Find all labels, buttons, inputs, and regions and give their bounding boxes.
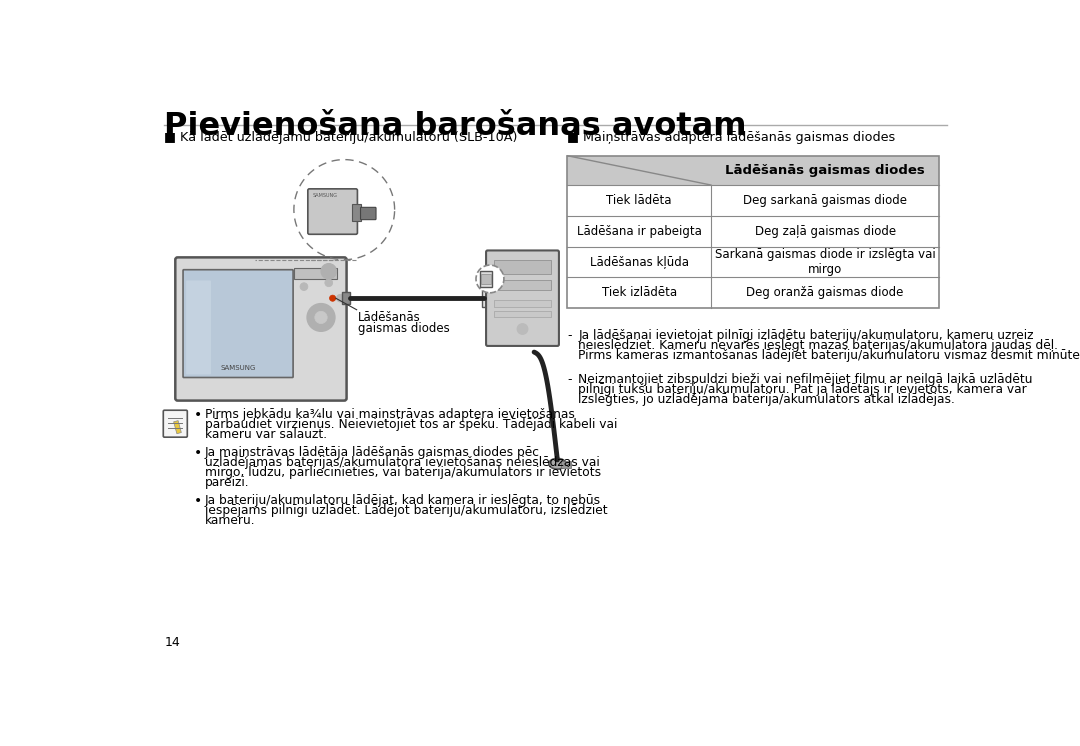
Text: Deg oranžā gaismas diode: Deg oranžā gaismas diode xyxy=(746,286,904,299)
Bar xyxy=(567,156,940,185)
Text: izslēgties, jo uzlādējamā baterija/akumulators atkal izlādējas.: izslēgties, jo uzlādējamā baterija/akumu… xyxy=(578,393,955,406)
Text: •: • xyxy=(194,494,202,508)
Text: Lādēšanās: Lādēšanās xyxy=(359,311,421,325)
Text: pilnīgi tukšu bateriju/akumulatoru. Pat ja lādētājs ir ievietots, kamera var: pilnīgi tukšu bateriju/akumulatoru. Pat … xyxy=(578,383,1027,396)
Bar xyxy=(482,289,499,307)
FancyBboxPatch shape xyxy=(183,270,293,377)
Text: Ja lādēšanai ievietojat pilnīgi izlādētu bateriju/akumulatoru, kameru uzreiz: Ja lādēšanai ievietojat pilnīgi izlādētu… xyxy=(578,329,1034,342)
Text: •: • xyxy=(194,446,202,460)
Text: SAMSUNG: SAMSUNG xyxy=(220,365,256,371)
Text: Lādēšana ir pabeigta: Lādēšana ir pabeigta xyxy=(577,225,702,238)
Text: mirgo, lūdzu, pārliecinieties, vai baterija/akumulators ir ievietots: mirgo, lūdzu, pārliecinieties, vai bater… xyxy=(205,466,600,479)
Text: Neizmantojiet zibspuldzi bieži vai nefilmējiet filmu ar neilgā laikā uzlādētu: Neizmantojiet zibspuldzi bieži vai nefil… xyxy=(578,373,1032,386)
Text: kameru.: kameru. xyxy=(205,514,255,527)
Bar xyxy=(494,260,551,274)
FancyBboxPatch shape xyxy=(361,207,376,219)
Bar xyxy=(567,156,940,308)
Circle shape xyxy=(517,324,528,334)
Circle shape xyxy=(321,263,337,279)
Bar xyxy=(562,462,570,468)
Bar xyxy=(482,274,490,284)
Text: pareizi.: pareizi. xyxy=(205,476,249,489)
FancyBboxPatch shape xyxy=(308,189,357,234)
Text: Lādēšanās gaismas diodes: Lādēšanās gaismas diodes xyxy=(726,164,924,177)
Circle shape xyxy=(307,304,335,331)
Bar xyxy=(485,294,496,303)
Text: uzlādējamas baterijas/akumulatora ievietošanas neieslēdzas vai: uzlādējamas baterijas/akumulatora ieviet… xyxy=(205,456,599,469)
Text: Ja bateriju/akumulatoru lādējat, kad kamera ir ieslēgta, to nebūs: Ja bateriju/akumulatoru lādējat, kad kam… xyxy=(205,494,600,507)
Text: Tiek izlādēta: Tiek izlādēta xyxy=(602,286,677,299)
FancyBboxPatch shape xyxy=(163,410,187,437)
Circle shape xyxy=(476,265,504,292)
Text: Ja maiņstrāvas lādētāja lādēšanās gaismas diodes pēc: Ja maiņstrāvas lādētāja lādēšanās gaisma… xyxy=(205,446,540,459)
FancyBboxPatch shape xyxy=(486,251,559,346)
Bar xyxy=(342,292,350,304)
Text: ■ Kā lādēt uzlādējamu bateriju/akumulatoru (SLB-10A): ■ Kā lādēt uzlādējamu bateriju/akumulato… xyxy=(164,131,517,144)
Text: neieslēdziet. Kameru nevarēs ieslēgt mazās baterijas/akumulatora jaudas dēļ.: neieslēdziet. Kameru nevarēs ieslēgt maz… xyxy=(578,339,1058,352)
Circle shape xyxy=(314,311,327,324)
Circle shape xyxy=(329,295,336,301)
Bar xyxy=(174,421,181,433)
Text: •: • xyxy=(194,408,202,422)
Text: pārbaudiet virzienus. Neievietojiet tos ar spēku. Tādējādi kabeli vai: pārbaudiet virzienus. Neievietojiet tos … xyxy=(205,419,617,431)
Circle shape xyxy=(325,279,333,286)
Circle shape xyxy=(337,295,345,302)
Text: Deg zaļā gaismas diode: Deg zaļā gaismas diode xyxy=(755,225,895,238)
Circle shape xyxy=(300,283,308,290)
FancyBboxPatch shape xyxy=(186,280,211,374)
Ellipse shape xyxy=(549,458,566,469)
Text: Tiek lādēta: Tiek lādēta xyxy=(606,194,672,207)
Text: ■ Maiņstrāvas adaptera lādēšanās gaismas diodes: ■ Maiņstrāvas adaptera lādēšanās gaismas… xyxy=(567,131,895,144)
Bar xyxy=(352,204,362,222)
Text: gaismas diodes: gaismas diodes xyxy=(359,322,450,335)
Bar xyxy=(480,272,492,286)
FancyBboxPatch shape xyxy=(175,257,347,401)
Text: Pirms kameras izmantošanas lādējiet bateriju/akumulatoru vismaz desmit minūtes.: Pirms kameras izmantošanas lādējiet bate… xyxy=(578,349,1080,362)
Text: iespējams pilnīgi uzlādēt. Lādējot bateriju/akumulatoru, izslēdziet: iespējams pilnīgi uzlādēt. Lādējot bater… xyxy=(205,504,607,517)
Bar xyxy=(294,268,337,279)
Text: Pirms jebkādu ka¾lu vai maiņstrāvas adaptera ievietošanas: Pirms jebkādu ka¾lu vai maiņstrāvas adap… xyxy=(205,408,575,421)
Bar xyxy=(494,301,551,307)
Text: Lādēšanas kļūda: Lādēšanas kļūda xyxy=(590,255,689,269)
Text: -: - xyxy=(567,373,572,386)
Text: -: - xyxy=(567,329,572,342)
Text: SAMSUNG: SAMSUNG xyxy=(312,193,337,198)
Text: Sarkanā gaismas diode ir izslēgta vai
mirgo: Sarkanā gaismas diode ir izslēgta vai mi… xyxy=(715,248,935,276)
Text: Pievienošana barošanas avotam: Pievienošana barošanas avotam xyxy=(164,111,747,142)
Text: 14: 14 xyxy=(164,636,180,648)
Bar xyxy=(494,280,551,290)
Bar xyxy=(494,311,551,318)
Text: kameru var salauzt.: kameru var salauzt. xyxy=(205,428,327,442)
Text: Deg sarkanā gaismas diode: Deg sarkanā gaismas diode xyxy=(743,194,907,207)
